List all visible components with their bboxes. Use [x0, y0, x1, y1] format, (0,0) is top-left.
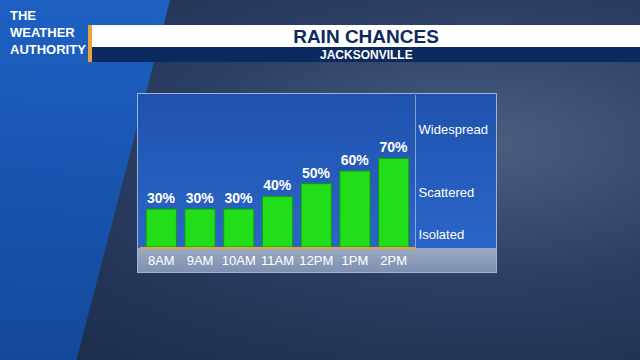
svg-text:70%: 70%: [379, 139, 408, 155]
svg-text:1PM: 1PM: [342, 253, 369, 268]
svg-text:THEWEATHERAUTHORITY: THEWEATHERAUTHORITY: [10, 8, 86, 57]
svg-text:60%: 60%: [341, 152, 370, 168]
svg-text:RAIN CHANCES: RAIN CHANCES: [293, 26, 439, 47]
svg-text:Widespread: Widespread: [419, 122, 488, 137]
svg-text:Isolated: Isolated: [419, 227, 465, 242]
svg-text:11AM: 11AM: [261, 253, 294, 268]
svg-text:30%: 30%: [186, 190, 215, 206]
svg-text:30%: 30%: [224, 190, 253, 206]
svg-text:9AM: 9AM: [187, 253, 214, 268]
svg-text:JACKSONVILLE: JACKSONVILLE: [320, 48, 413, 62]
svg-text:40%: 40%: [263, 177, 292, 193]
svg-text:Scattered: Scattered: [419, 185, 475, 200]
svg-text:30%: 30%: [147, 190, 176, 206]
svg-text:8AM: 8AM: [148, 253, 175, 268]
svg-text:12PM: 12PM: [299, 253, 333, 268]
svg-text:10AM: 10AM: [222, 253, 256, 268]
svg-text:2PM: 2PM: [380, 253, 407, 268]
svg-text:50%: 50%: [302, 165, 331, 181]
